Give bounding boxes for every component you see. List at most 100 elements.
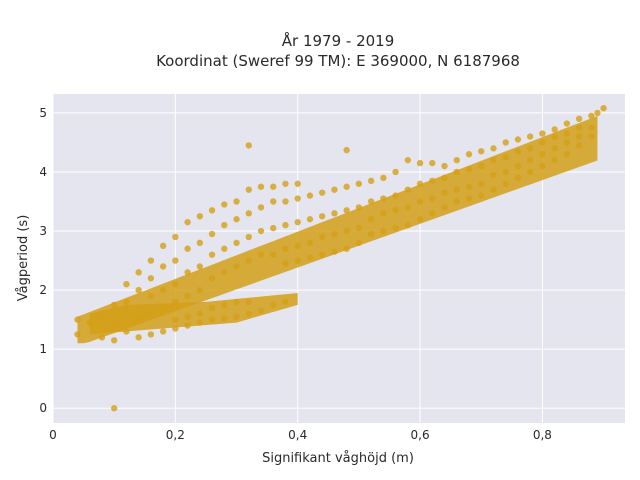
scatter-point [453, 198, 460, 205]
scatter-point [539, 139, 546, 146]
scatter-point [355, 239, 363, 247]
scatter-point [245, 233, 252, 241]
scatter-point [392, 224, 399, 232]
scatter-point [502, 168, 509, 176]
x-tick-label: 0,8 [533, 428, 552, 442]
scatter-point [282, 221, 289, 229]
x-axis-label: Signifikant våghöjd (m) [262, 451, 414, 466]
scatter-point [208, 304, 216, 312]
scatter-point [294, 257, 301, 264]
scatter-point [257, 307, 265, 314]
scatter-point [526, 145, 534, 152]
x-axis-ticks: 0 0,2 0,4 0,6 0,8 [49, 428, 552, 442]
scatter-point [306, 254, 314, 261]
scatter-point [147, 292, 155, 300]
scatter-point [245, 142, 252, 149]
scatter-point [465, 195, 473, 202]
scatter-point [563, 151, 571, 158]
scatter-point [221, 315, 228, 322]
scatter-point [514, 174, 522, 182]
scatter-point [147, 257, 155, 264]
scatter-point [416, 216, 424, 223]
scatter-point [600, 104, 607, 112]
scatter-point [380, 210, 387, 217]
scatter-point [208, 251, 216, 258]
scatter-point [539, 130, 546, 137]
scatter-point [380, 195, 387, 202]
y-tick-label: 5 [39, 106, 47, 120]
scatter-point [159, 304, 167, 312]
scatter-point [453, 156, 460, 164]
scatter-point [172, 280, 179, 288]
scatter-point [245, 257, 252, 264]
scatter-point [257, 251, 265, 258]
scatter-point [282, 298, 289, 306]
scatter-point [478, 180, 485, 187]
scatter-point [575, 124, 583, 131]
scatter-point [514, 148, 522, 155]
scatter-point [429, 177, 436, 185]
scatter-point [196, 213, 204, 220]
scatter-point [465, 151, 473, 158]
scatter-point [98, 334, 106, 341]
scatter-point [575, 142, 583, 149]
scatter-point [257, 204, 265, 211]
scatter-point [135, 334, 142, 341]
scatter-point [367, 230, 375, 238]
scatter-point [184, 245, 191, 252]
scatter-point [343, 146, 350, 154]
scatter-point [208, 207, 216, 214]
scatter-point [588, 124, 595, 131]
scatter-point [343, 207, 350, 214]
scatter-point [270, 224, 277, 232]
scatter-point [429, 210, 436, 217]
scatter-point [221, 201, 228, 208]
scatter-point [245, 186, 252, 193]
scatter-point [172, 233, 179, 241]
scatter-point [110, 301, 118, 309]
scatter-point [355, 180, 363, 187]
scatter-point [502, 180, 509, 187]
scatter-point [294, 218, 301, 226]
scatter-point [233, 216, 240, 223]
scatter-density-band [77, 115, 598, 344]
scatter-point [306, 216, 314, 223]
y-axis-label: Vågperiod (s) [16, 215, 31, 302]
scatter-point [441, 162, 448, 170]
scatter-point [74, 316, 81, 323]
scatter-point [196, 319, 204, 326]
scatter-point [526, 168, 534, 176]
scatter-point [245, 298, 252, 306]
x-tick-label: 0,4 [288, 428, 307, 442]
scatter-point [392, 207, 399, 214]
scatter-point [123, 328, 130, 335]
scatter-point [306, 192, 314, 199]
y-tick-label: 0 [39, 401, 47, 415]
scatter-point [563, 130, 571, 137]
scatter-point [490, 186, 497, 193]
scatter-point [539, 162, 546, 170]
scatter-point [380, 227, 387, 235]
scatter-point [221, 221, 228, 229]
scatter-point [526, 156, 534, 164]
scatter-point [318, 251, 326, 258]
scatter-point [184, 218, 191, 226]
scatter-point [404, 204, 412, 211]
scatter-point [465, 183, 473, 190]
scatter-point [135, 316, 142, 323]
scatter-point [208, 230, 216, 238]
scatter-point [196, 310, 204, 317]
scatter-point [551, 156, 558, 164]
scatter-point [343, 245, 350, 252]
scatter-point [539, 151, 546, 158]
scatter-point [331, 248, 338, 255]
scatter-point [110, 405, 118, 412]
scatter-point [245, 210, 252, 217]
scatter-point [551, 126, 558, 133]
chart-title-line2: Koordinat (Sweref 99 TM): E 369000, N 61… [156, 52, 520, 70]
scatter-point [86, 319, 93, 326]
scatter-point [563, 139, 571, 146]
scatter-point [441, 204, 448, 211]
scatter-point [172, 316, 179, 323]
